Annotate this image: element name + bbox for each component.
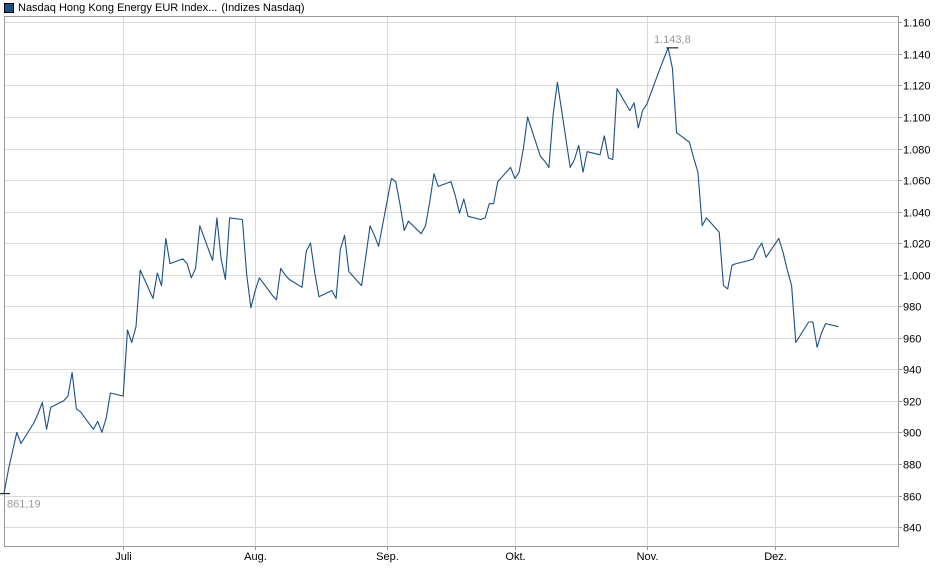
y-tick-label: 920 <box>903 397 921 409</box>
y-tick-label: 880 <box>903 460 921 472</box>
x-tick-label: Dez. <box>764 551 787 563</box>
chart-gridlines <box>4 16 898 546</box>
x-tick-label: Nov. <box>637 551 659 563</box>
y-tick-label: 860 <box>903 492 921 504</box>
y-tick-label: 1.060 <box>903 176 931 188</box>
legend-series-name: Nasdaq Hong Kong Energy EUR Index... <box>18 2 218 14</box>
x-tick-label: Aug. <box>244 551 267 563</box>
y-tick-label: 840 <box>903 523 921 535</box>
y-tick-label: 1.040 <box>903 208 931 220</box>
x-tick-label: Sep. <box>376 551 399 563</box>
y-tick-label: 1.100 <box>903 113 931 125</box>
chart-legend: Nasdaq Hong Kong Energy EUR Index... (In… <box>4 1 305 15</box>
x-tick-label: Okt. <box>505 551 525 563</box>
y-tick-label: 1.140 <box>903 50 931 62</box>
y-tick-label: 1.160 <box>903 18 931 30</box>
x-axis-ticks: Juli Aug. Sep. Okt. Nov. Dez. <box>115 546 787 563</box>
series-color-swatch <box>4 3 14 13</box>
y-tick-label: 1.120 <box>903 81 931 93</box>
y-tick-label: 940 <box>903 365 921 377</box>
legend-source: (Indizes Nasdaq) <box>221 2 305 14</box>
y-tick-label: 980 <box>903 302 921 314</box>
series-line <box>3 47 839 494</box>
y-tick-label: 960 <box>903 334 921 346</box>
plot-frame <box>4 16 899 547</box>
x-tick-label: Juli <box>115 551 132 563</box>
y-tick-label: 1.020 <box>903 239 931 251</box>
y-tick-label: 1.080 <box>903 145 931 157</box>
annotation-label: 1.143,8 <box>654 34 691 46</box>
y-tick-label: 1.000 <box>903 271 931 283</box>
y-axis-ticks: 840 860 880 900 920 940 960 980 1.000 1.020 1.040 1… <box>898 18 931 535</box>
y-tick-label: 900 <box>903 428 921 440</box>
chart-series <box>3 47 839 494</box>
chart-axes <box>4 16 899 547</box>
annotation-label: 861,19 <box>7 499 41 511</box>
chart-annotations: 861,19 1.143,8 <box>0 34 691 511</box>
